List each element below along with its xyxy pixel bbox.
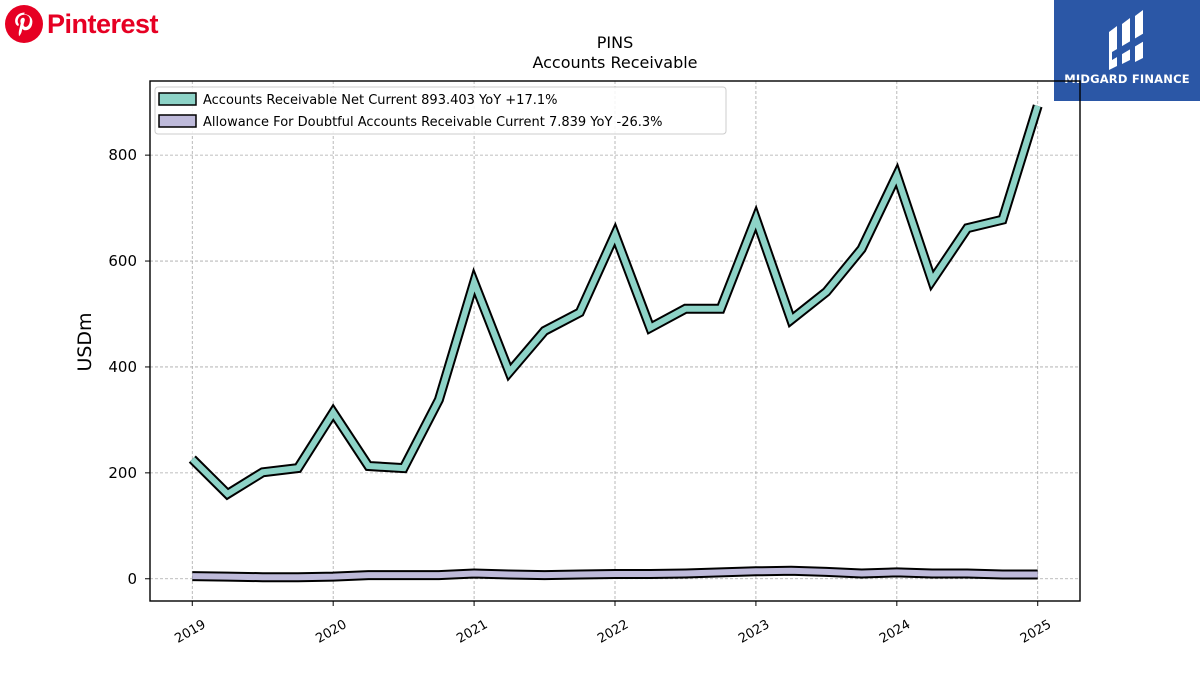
legend-box (154, 86, 727, 135)
y-tick-label: 600 (108, 252, 137, 270)
y-tick-label: 0 (127, 570, 137, 588)
legend: Accounts Receivable Net Current 893.403 … (154, 86, 727, 135)
pinterest-logo: Pinterest (5, 4, 159, 44)
legend-swatch-ar-net (158, 92, 197, 106)
legend-label-allowance: Allowance For Doubtful Accounts Receivab… (203, 115, 663, 130)
y-tick-label: 200 (108, 464, 137, 482)
x-tick-label: 2022 (595, 617, 631, 647)
series-ar-net-current (188, 104, 1043, 501)
x-tick-label: 2025 (1018, 617, 1054, 647)
series-layer (188, 104, 1043, 583)
midgard-finance-wordmark: MIDGARD FINANCE (1064, 72, 1190, 86)
chart-title: PINS (597, 33, 634, 52)
series-line (190, 105, 1041, 498)
pinterest-wordmark: Pinterest (47, 8, 159, 39)
x-tick-label: 2021 (454, 617, 490, 647)
midgard-finance-logo: MIDGARD FINANCE (1054, 0, 1200, 101)
grid (150, 81, 1080, 601)
y-axis-label: USDm (74, 312, 96, 371)
pinterest-p-icon (5, 5, 43, 43)
legend-swatch-allowance (158, 114, 197, 128)
x-tick-label: 2023 (736, 617, 772, 647)
y-tick-label: 800 (108, 146, 137, 164)
legend-label-ar-net: Accounts Receivable Net Current 893.403 … (203, 93, 558, 108)
y-tick-label: 400 (108, 358, 137, 376)
midgard-mark-icon (1109, 10, 1146, 70)
x-tick-label: 2024 (877, 617, 913, 647)
series-allowance-doubtful (192, 565, 1038, 583)
chart-subtitle: Accounts Receivable (532, 53, 697, 72)
x-tick-label: 2019 (172, 617, 208, 647)
series-line (192, 567, 1038, 581)
x-tick-label: 2020 (313, 617, 349, 647)
